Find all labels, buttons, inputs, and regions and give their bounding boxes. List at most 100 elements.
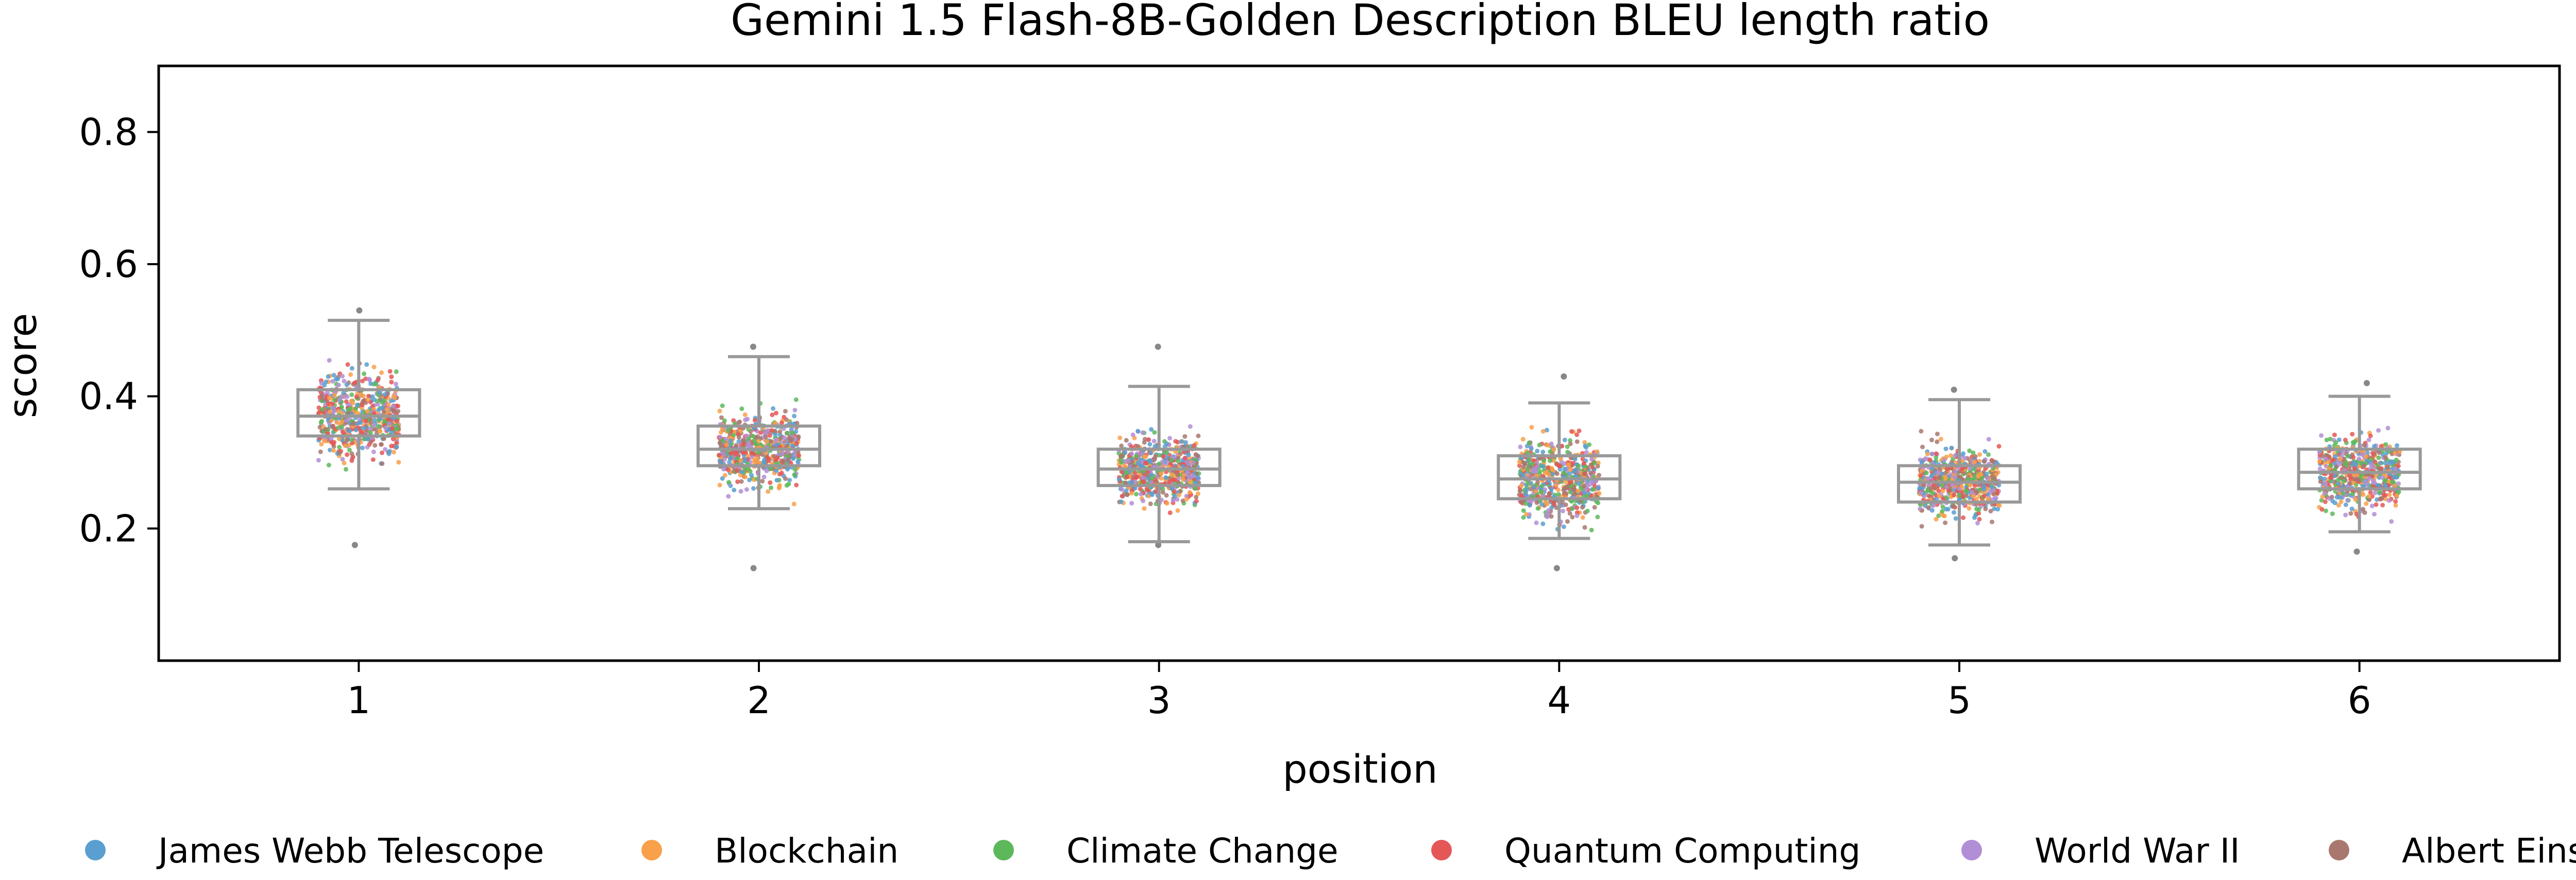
data-point	[1574, 513, 1580, 519]
data-point	[387, 421, 392, 426]
data-point	[1997, 503, 2002, 508]
data-point	[1595, 464, 1600, 469]
data-point	[1191, 460, 1196, 465]
data-point	[1934, 451, 1939, 456]
data-point	[1170, 472, 1175, 477]
data-point	[743, 457, 748, 462]
data-point	[1596, 486, 1601, 491]
data-point	[1944, 485, 1949, 490]
data-point	[2367, 476, 2372, 481]
data-point	[779, 420, 784, 425]
data-point	[2353, 497, 2358, 502]
data-point	[2380, 475, 2385, 480]
data-point	[1129, 480, 1134, 485]
data-point	[2383, 460, 2388, 465]
data-point	[1132, 479, 1138, 485]
data-point	[728, 451, 734, 456]
data-point	[728, 438, 733, 443]
data-point	[2328, 463, 2333, 468]
data-point	[794, 482, 799, 488]
data-point	[733, 452, 738, 456]
data-point	[783, 476, 788, 481]
data-point	[1975, 521, 1980, 526]
data-point	[769, 485, 773, 490]
data-point	[766, 489, 771, 494]
data-point	[790, 456, 795, 461]
data-point	[318, 420, 324, 425]
data-point	[337, 444, 342, 450]
data-point	[363, 418, 368, 423]
data-point	[1119, 469, 1124, 474]
data-point	[1524, 512, 1529, 517]
data-point	[1592, 460, 1597, 465]
legend-marker	[1961, 840, 1982, 860]
data-point	[1541, 493, 1546, 498]
data-point	[1561, 470, 1566, 475]
data-point	[1582, 490, 1587, 495]
data-point	[1567, 511, 1572, 516]
position-6-points	[2317, 380, 2402, 555]
data-point	[1521, 464, 1526, 470]
data-point	[768, 466, 773, 471]
data-point	[1172, 478, 1176, 483]
data-point	[1957, 493, 1962, 498]
data-point	[1934, 516, 1939, 522]
data-point	[1118, 458, 1123, 463]
box	[2297, 447, 2422, 491]
data-point	[1929, 451, 1935, 456]
data-point	[718, 430, 723, 435]
data-point	[2379, 466, 2384, 471]
data-point	[2386, 498, 2392, 503]
data-point	[2370, 451, 2375, 456]
legend-label: James Webb Telescope	[156, 831, 544, 871]
data-point	[2393, 499, 2398, 504]
data-point	[320, 407, 325, 412]
data-point	[1979, 476, 1985, 481]
data-point	[1175, 472, 1180, 477]
data-point	[794, 421, 800, 426]
data-point	[796, 453, 802, 458]
data-point	[2377, 490, 2382, 495]
data-point	[340, 429, 345, 435]
data-point	[1193, 486, 1198, 491]
data-point	[1575, 489, 1581, 494]
data-point	[1982, 459, 1987, 464]
data-point	[1164, 501, 1170, 506]
data-point	[1561, 508, 1566, 513]
box-plot-4	[1497, 401, 1622, 540]
data-point	[387, 369, 393, 374]
data-point	[777, 472, 782, 477]
data-point	[1556, 487, 1561, 492]
data-point	[1562, 461, 1567, 467]
data-point	[1129, 501, 1134, 506]
data-point	[742, 466, 748, 471]
data-point	[724, 442, 729, 447]
data-point	[739, 479, 744, 484]
data-point	[770, 412, 775, 418]
data-point	[2318, 475, 2323, 480]
y-tick-label: 0.6	[79, 243, 138, 286]
data-point	[1134, 492, 1139, 497]
data-point	[1539, 484, 1545, 489]
data-point	[1942, 513, 1947, 519]
box	[697, 424, 821, 468]
data-point	[340, 457, 345, 462]
data-point	[1136, 428, 1141, 434]
data-point	[721, 467, 726, 472]
data-point	[347, 447, 352, 453]
data-point	[1540, 429, 1546, 434]
data-point	[1524, 487, 1529, 492]
data-point	[340, 374, 345, 378]
data-point	[1124, 474, 1129, 479]
data-point	[1188, 478, 1193, 484]
data-point	[722, 473, 727, 478]
data-point	[1927, 457, 1933, 462]
data-point	[1940, 504, 1945, 509]
data-point	[1929, 508, 1935, 513]
data-point	[1945, 467, 1950, 472]
data-point	[2372, 512, 2377, 517]
data-point	[344, 382, 349, 387]
data-point	[1567, 471, 1572, 476]
data-point	[1141, 479, 1146, 484]
data-point	[1936, 470, 1941, 475]
